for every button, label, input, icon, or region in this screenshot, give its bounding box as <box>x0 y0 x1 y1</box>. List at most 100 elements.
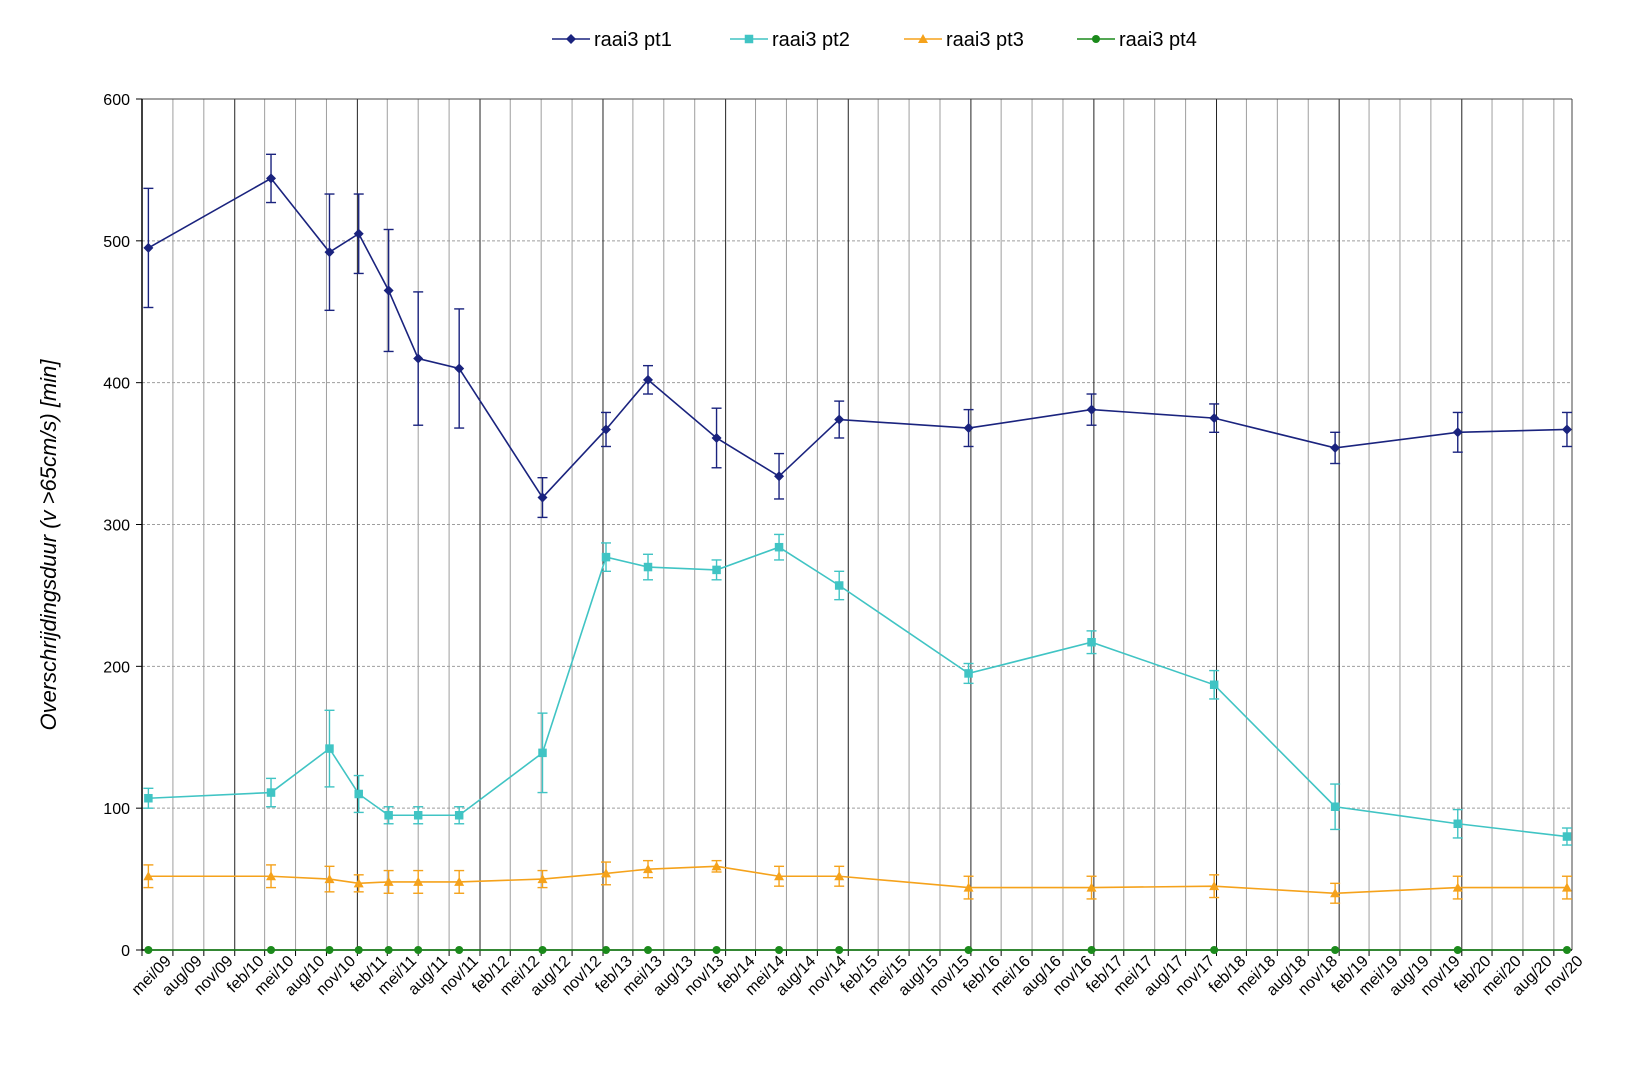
data-point <box>413 876 424 886</box>
data-point <box>384 946 393 954</box>
series-2 <box>143 533 1572 846</box>
legend-marker <box>744 34 754 44</box>
legend-marker <box>918 34 928 43</box>
data-point <box>1561 424 1572 435</box>
data-point <box>1209 680 1219 690</box>
data-point <box>1330 802 1340 811</box>
data-point <box>413 353 424 364</box>
legend-label: raai3 pt3 <box>946 29 1024 51</box>
data-point <box>963 423 974 434</box>
y-tick-label: 0 <box>121 943 130 960</box>
data-point <box>454 876 465 886</box>
data-point <box>601 552 611 562</box>
data-point <box>774 871 785 881</box>
data-point <box>537 492 548 503</box>
data-point <box>712 946 721 954</box>
data-point <box>414 946 423 954</box>
legend-item: raai3 pt1 <box>552 29 672 51</box>
data-point <box>644 946 653 954</box>
data-point <box>354 789 363 799</box>
data-point <box>601 868 612 878</box>
legend-marker <box>566 34 576 44</box>
data-point <box>1331 946 1340 954</box>
data-point <box>1087 637 1096 647</box>
data-point <box>1330 442 1341 453</box>
data-point <box>144 946 153 954</box>
legend-label: raai3 pt1 <box>594 29 672 51</box>
legend-item: raai3 pt3 <box>904 29 1024 51</box>
data-point <box>1453 946 1462 954</box>
data-point <box>266 871 277 881</box>
axes: 0100200300400500600mei/09aug/09nov/09feb… <box>103 92 1586 999</box>
data-point <box>324 247 335 258</box>
data-point <box>537 874 548 884</box>
data-point <box>712 565 721 575</box>
data-point <box>774 471 785 482</box>
data-point <box>1330 888 1341 898</box>
data-point <box>834 581 844 590</box>
data-point <box>413 811 423 820</box>
data-point <box>143 871 154 881</box>
data-point <box>963 882 974 892</box>
series-layer <box>143 153 1572 954</box>
data-point <box>324 874 335 884</box>
data-point <box>964 946 973 954</box>
data-point <box>1209 413 1220 424</box>
data-point <box>1453 819 1463 829</box>
data-point <box>325 946 334 954</box>
data-point <box>601 424 612 435</box>
data-point <box>143 242 154 253</box>
data-point <box>538 748 547 758</box>
data-point <box>602 946 611 954</box>
data-point <box>964 669 973 678</box>
data-point <box>711 432 722 443</box>
legend: raai3 pt1 raai3 pt2 raai3 pt3 raai3 pt4 <box>552 29 1197 51</box>
series-1 <box>143 153 1572 519</box>
data-point <box>643 864 654 874</box>
legend-item: raai3 pt4 <box>1077 29 1197 51</box>
legend-label: raai3 pt2 <box>772 29 850 51</box>
series-3 <box>143 859 1572 904</box>
y-tick-label: 200 <box>103 659 130 676</box>
data-point <box>454 811 464 820</box>
data-point <box>383 876 394 886</box>
data-point <box>1452 427 1463 438</box>
data-point <box>353 228 364 239</box>
legend-label: raai3 pt4 <box>1119 29 1197 51</box>
data-point <box>266 173 277 184</box>
data-point <box>267 946 276 954</box>
series-line <box>148 865 1567 895</box>
data-point <box>354 946 363 954</box>
data-point <box>1562 946 1571 954</box>
data-point <box>834 414 845 425</box>
data-point <box>774 542 784 552</box>
y-tick-label: 600 <box>103 92 130 109</box>
data-point <box>1561 882 1572 892</box>
data-point <box>325 744 334 753</box>
data-point <box>1086 882 1097 892</box>
data-point <box>454 363 465 374</box>
data-point <box>144 793 153 803</box>
grid <box>141 98 1572 950</box>
data-point <box>1087 946 1096 954</box>
data-point <box>455 946 464 954</box>
series-line <box>147 177 1567 499</box>
data-point <box>1562 832 1572 841</box>
legend-item: raai3 pt2 <box>730 29 850 51</box>
data-point <box>835 946 844 954</box>
data-point <box>266 788 276 797</box>
data-point <box>1209 881 1220 891</box>
data-point <box>383 285 394 296</box>
data-point <box>643 374 654 385</box>
y-tick-label: 300 <box>103 518 130 535</box>
data-point <box>384 811 393 820</box>
legend-marker <box>1092 35 1100 43</box>
data-point <box>1210 946 1219 954</box>
data-point <box>775 946 784 954</box>
data-point <box>834 871 845 881</box>
series-4 <box>144 946 1571 954</box>
y-tick-label: 400 <box>103 376 130 393</box>
data-point <box>711 861 722 871</box>
y-tick-label: 500 <box>103 234 130 251</box>
